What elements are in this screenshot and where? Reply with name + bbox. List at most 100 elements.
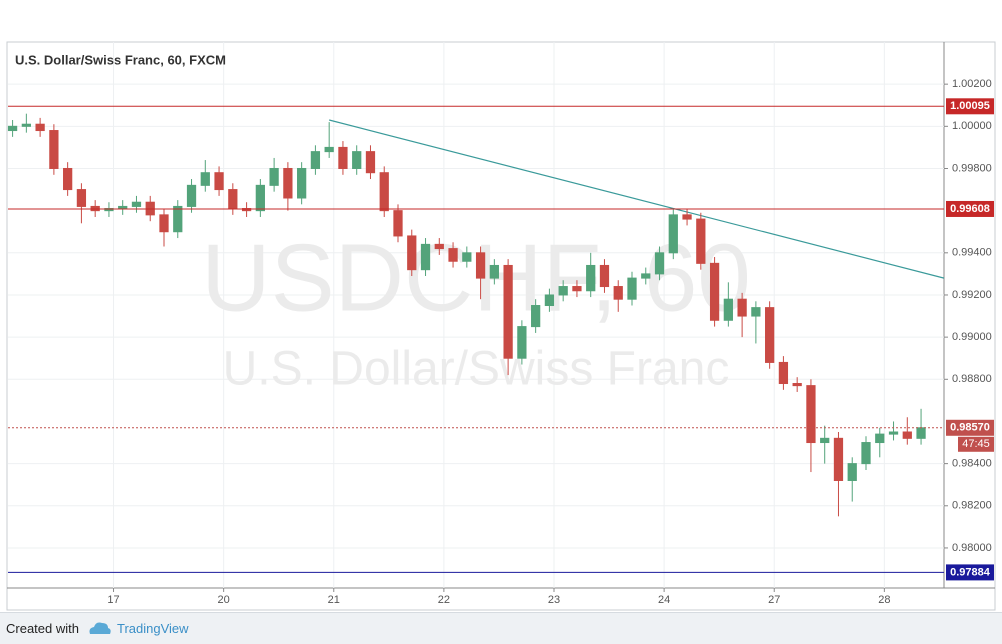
- candle-body: [682, 214, 692, 220]
- y-tick-label: 0.99200: [952, 289, 992, 301]
- candle-body: [462, 252, 472, 262]
- candle-body: [765, 307, 775, 363]
- level-label: 0.98570: [950, 422, 990, 434]
- candle-body: [379, 172, 389, 212]
- y-tick-label: 0.99400: [952, 247, 992, 259]
- candle-body: [792, 383, 802, 387]
- candle-body: [696, 218, 706, 264]
- candle-body: [49, 130, 59, 169]
- candle-body: [283, 167, 293, 199]
- candle-body: [310, 151, 321, 169]
- y-tick-label: 0.99800: [952, 162, 992, 174]
- brand-logo: [89, 622, 111, 634]
- x-tick-label: 27: [768, 594, 780, 606]
- candle-body: [641, 273, 651, 279]
- candle-body: [393, 210, 403, 237]
- x-tick-label: 20: [218, 594, 230, 606]
- candle-body: [572, 286, 582, 292]
- y-tick-label: 0.98400: [952, 458, 992, 470]
- candle-body: [627, 277, 637, 300]
- y-tick-label: 0.99000: [952, 331, 992, 343]
- candle-body: [434, 243, 444, 250]
- candle-body: [709, 262, 720, 321]
- candle-body: [668, 214, 678, 254]
- x-tick-label: 24: [658, 594, 670, 606]
- candle-body: [599, 264, 610, 288]
- y-tick-label: 0.98000: [952, 542, 992, 554]
- candle-body: [916, 427, 926, 439]
- countdown: 47:45: [962, 438, 990, 450]
- candle-body: [200, 172, 210, 186]
- x-tick-label: 21: [328, 594, 340, 606]
- candle-body: [489, 264, 499, 279]
- candle-body: [613, 286, 623, 300]
- candle-body: [875, 433, 885, 444]
- level-label: 0.97884: [950, 566, 991, 578]
- candle-body: [63, 167, 73, 191]
- candle-body: [544, 294, 555, 307]
- candle-body: [21, 123, 31, 127]
- candle-body: [324, 146, 334, 153]
- candle-body: [833, 437, 844, 481]
- candle-body: [902, 431, 912, 439]
- candle-body: [888, 431, 899, 435]
- level-label-bg: [946, 200, 994, 217]
- candle-body: [586, 264, 596, 292]
- candle-body: [778, 361, 789, 385]
- x-tick-label: 28: [878, 594, 890, 606]
- candle-body: [338, 146, 348, 169]
- candle-body: [214, 172, 224, 191]
- candle-body: [448, 248, 458, 262]
- y-tick-label: 0.98200: [952, 500, 992, 512]
- level-label: 0.99608: [950, 203, 990, 215]
- candle-body: [297, 167, 307, 199]
- candle-body: [654, 252, 665, 275]
- level-label: 1.00095: [950, 100, 990, 112]
- candle-body: [751, 307, 761, 317]
- candle-body: [255, 184, 265, 212]
- footer-prefix: Created with: [6, 621, 79, 636]
- level-label-bg: [946, 98, 994, 115]
- x-tick-label: 22: [438, 594, 450, 606]
- chart-frame: [6, 41, 996, 611]
- candle-body: [228, 189, 238, 210]
- candle-body: [35, 123, 45, 132]
- candle-body: [7, 125, 18, 132]
- candle-body: [503, 264, 513, 359]
- candle-body: [173, 205, 183, 233]
- candle-body: [365, 151, 376, 174]
- y-tick-label: 1.00000: [952, 120, 992, 132]
- candle-body: [531, 305, 541, 328]
- footer-brand[interactable]: TradingView: [117, 621, 189, 636]
- candle-body: [186, 184, 197, 207]
- candle-body: [861, 442, 871, 465]
- level-label-bg: [946, 419, 994, 436]
- candle-body: [558, 286, 568, 296]
- candle-body: [159, 214, 169, 233]
- chart-title: U.S. Dollar/Swiss Franc, 60, FXCM: [15, 52, 226, 67]
- candle-body: [847, 463, 857, 481]
- chart: USDCHF, 60 U.S. Dollar/Swiss Franc U.S. …: [6, 41, 996, 611]
- candle-body: [352, 151, 362, 169]
- x-tick-label: 23: [548, 594, 560, 606]
- y-tick-label: 1.00200: [952, 78, 992, 90]
- footer: Created with TradingView: [0, 612, 1002, 644]
- candle-body: [76, 189, 87, 207]
- candle-body: [420, 243, 431, 271]
- candle-body: [269, 167, 279, 186]
- candle-body: [131, 201, 142, 207]
- candle-body: [407, 235, 417, 271]
- candle-body: [118, 205, 128, 210]
- trendline: [329, 119, 945, 279]
- candle-body: [806, 385, 816, 444]
- watermark-subtitle: U.S. Dollar/Swiss Franc: [223, 343, 730, 396]
- candle-body: [517, 326, 527, 359]
- candle-body: [723, 298, 733, 321]
- x-tick-label: 17: [107, 594, 119, 606]
- candle-body: [475, 252, 486, 279]
- countdown-bg: [958, 436, 994, 452]
- candle-body: [820, 437, 830, 444]
- candle-body: [737, 298, 747, 317]
- level-label-bg: [946, 564, 994, 581]
